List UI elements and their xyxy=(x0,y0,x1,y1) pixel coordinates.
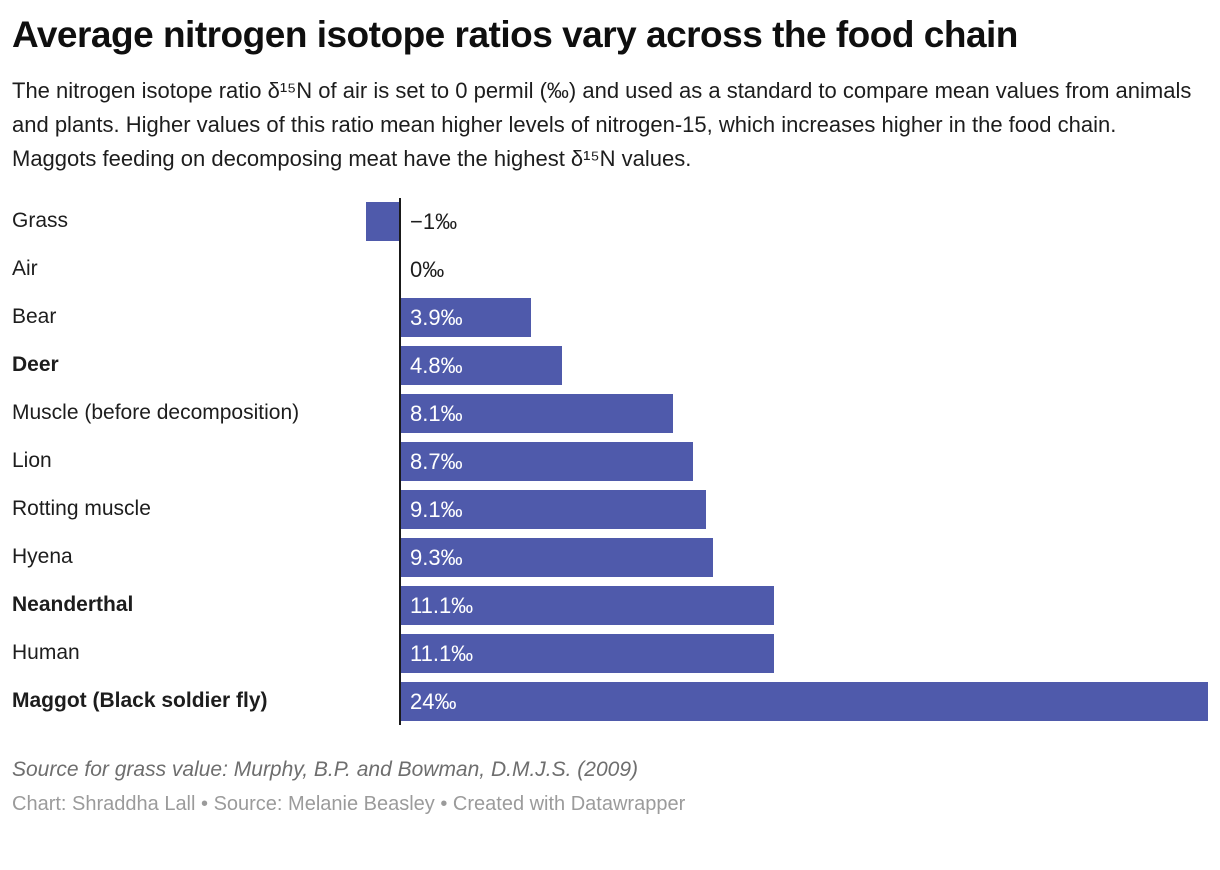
bar xyxy=(400,490,707,529)
chart-rows: Grass −1‰ Air 0‰ Bear 3.9‰ Deer 4.8‰ Muscle (bef… xyxy=(0,197,1220,725)
chart-row: Air 0‰ xyxy=(0,245,1220,293)
bar-zone: 11.1‰ xyxy=(400,629,1220,677)
byline: Chart: Shraddha Lall • Source: Melanie B… xyxy=(12,793,686,815)
bar xyxy=(400,394,673,433)
category-label: Rotting muscle xyxy=(12,497,151,520)
value-label: 9.3‰ xyxy=(410,545,463,570)
bar xyxy=(400,442,693,481)
bar-zone: 8.7‰ xyxy=(400,437,1220,485)
bar-zone: 0‰ xyxy=(400,245,1220,293)
value-label: 11.1‰ xyxy=(410,593,474,618)
chart-row: Grass −1‰ xyxy=(0,197,1220,245)
page-title: Average nitrogen isotope ratios vary acr… xyxy=(12,14,1018,55)
bar-zone: 4.8‰ xyxy=(400,341,1220,389)
category-label: Maggot (Black soldier fly) xyxy=(12,689,268,712)
value-label: 8.1‰ xyxy=(410,401,463,426)
value-label: 4.8‰ xyxy=(410,353,463,378)
chart-row: Bear 3.9‰ xyxy=(0,293,1220,341)
chart-row: Rotting muscle 9.1‰ xyxy=(0,485,1220,533)
value-label: 24‰ xyxy=(410,689,457,714)
bar-chart: Grass −1‰ Air 0‰ Bear 3.9‰ Deer 4.8‰ Muscle (bef… xyxy=(0,197,1220,725)
chart-row: Human 11.1‰ xyxy=(0,629,1220,677)
bar-zone: 24‰ xyxy=(400,677,1220,725)
category-label: Neanderthal xyxy=(12,593,134,616)
bar xyxy=(400,346,562,385)
chart-footer: Source for grass value: Murphy, B.P. and… xyxy=(0,758,1220,816)
chart-row: Neanderthal 11.1‰ xyxy=(0,581,1220,629)
chart-row: Muscle (before decomposition) 8.1‰ xyxy=(0,389,1220,437)
value-label: 11.1‰ xyxy=(410,641,474,666)
category-label: Hyena xyxy=(12,545,73,568)
category-label: Human xyxy=(12,641,80,664)
bar-zone: 9.3‰ xyxy=(400,533,1220,581)
chart-row: Lion 8.7‰ xyxy=(0,437,1220,485)
category-label: Bear xyxy=(12,305,57,328)
category-label: Lion xyxy=(12,449,52,472)
source-note: Source for grass value: Murphy, B.P. and… xyxy=(12,758,639,781)
bar xyxy=(400,634,774,673)
chart-row: Maggot (Black soldier fly) 24‰ xyxy=(0,677,1220,725)
category-label: Muscle (before decomposition) xyxy=(12,401,300,424)
category-label: Grass xyxy=(12,209,69,232)
category-label: Deer xyxy=(12,353,59,376)
value-label: 8.7‰ xyxy=(410,449,463,474)
value-label: 9.1‰ xyxy=(410,497,463,522)
bar xyxy=(366,202,400,241)
category-label: Air xyxy=(12,257,38,280)
bar xyxy=(400,538,714,577)
value-label: 3.9‰ xyxy=(410,305,463,330)
bar xyxy=(400,298,532,337)
chart-header: Average nitrogen isotope ratios vary acr… xyxy=(0,0,1220,176)
chart-description: The nitrogen isotope ratio δ¹⁵N of air i… xyxy=(12,78,1192,171)
value-label: 0‰ xyxy=(410,257,445,282)
bar-zone: 3.9‰ xyxy=(400,293,1220,341)
bar-zone: 8.1‰ xyxy=(400,389,1220,437)
value-label: −1‰ xyxy=(410,209,458,234)
bar-zone: 9.1‰ xyxy=(400,485,1220,533)
bar xyxy=(400,586,774,625)
zero-axis-line xyxy=(399,198,401,725)
bar-zone: −1‰ xyxy=(366,197,1220,245)
bar-zone: 11.1‰ xyxy=(400,581,1220,629)
chart-row: Hyena 9.3‰ xyxy=(0,533,1220,581)
bar xyxy=(400,682,1208,721)
chart-row: Deer 4.8‰ xyxy=(0,341,1220,389)
